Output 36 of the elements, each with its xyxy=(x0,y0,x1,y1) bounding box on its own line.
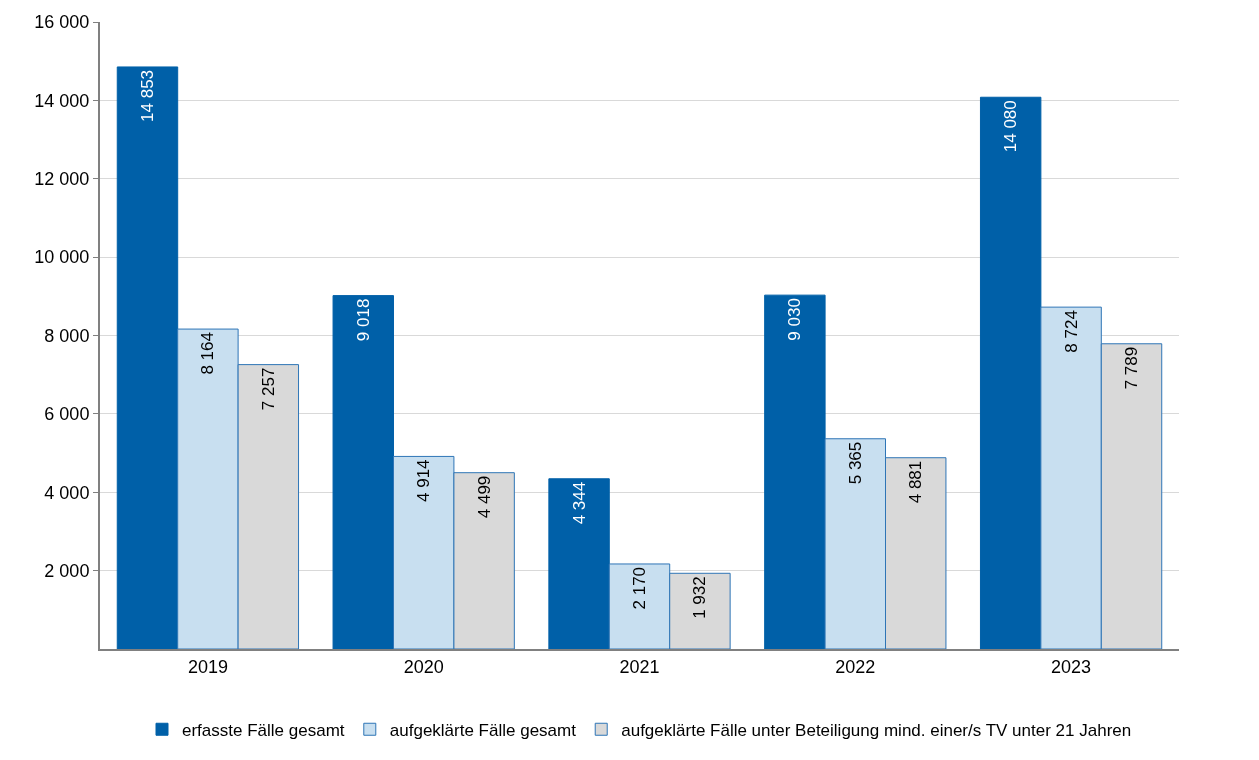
legend-label: aufgeklärte Fälle unter Beteiligung mind. einer/s TV unter 21 Jahren xyxy=(621,720,1132,740)
data-label: 4 914 xyxy=(414,459,434,502)
data-label: 9 018 xyxy=(353,298,373,342)
bar xyxy=(548,478,610,649)
x-tick-label: 2019 xyxy=(187,656,228,677)
y-tick-label: 2 000 xyxy=(44,560,90,581)
data-label: 14 853 xyxy=(137,69,157,122)
data-label: 4 344 xyxy=(569,481,589,525)
y-tick-label: 6 000 xyxy=(44,404,90,425)
x-tick-label: 2022 xyxy=(835,656,876,677)
data-label: 1 932 xyxy=(690,576,710,619)
data-label: 7 257 xyxy=(258,367,278,411)
data-label: 8 164 xyxy=(198,332,218,375)
y-tick-label: 4 000 xyxy=(44,482,90,503)
y-tick-label: 14 000 xyxy=(34,90,90,111)
y-tick-label: 16 000 xyxy=(34,12,90,33)
bar xyxy=(979,96,1042,649)
data-label: 4 881 xyxy=(906,460,926,504)
y-tick-label: 8 000 xyxy=(44,325,90,346)
legend-label: erfasste Fälle gesamt xyxy=(182,720,345,740)
bar xyxy=(332,295,394,649)
data-label: 7 789 xyxy=(1122,346,1142,390)
x-tick-label: 2021 xyxy=(619,656,660,677)
legend-label: aufgeklärte Fälle gesamt xyxy=(389,720,577,740)
data-label: 14 080 xyxy=(1001,100,1021,153)
data-label: 9 030 xyxy=(785,298,805,341)
data-label: 4 499 xyxy=(474,475,494,519)
data-label: 8 724 xyxy=(1061,310,1081,353)
bar xyxy=(764,294,826,649)
y-tick-label: 10 000 xyxy=(34,247,90,268)
data-label: 5 365 xyxy=(845,441,865,485)
y-tick-label: 12 000 xyxy=(34,169,90,190)
x-tick-label: 2023 xyxy=(1051,656,1092,677)
x-tick-label: 2020 xyxy=(403,656,444,677)
data-label: 2 170 xyxy=(630,566,649,610)
bar xyxy=(116,66,179,649)
